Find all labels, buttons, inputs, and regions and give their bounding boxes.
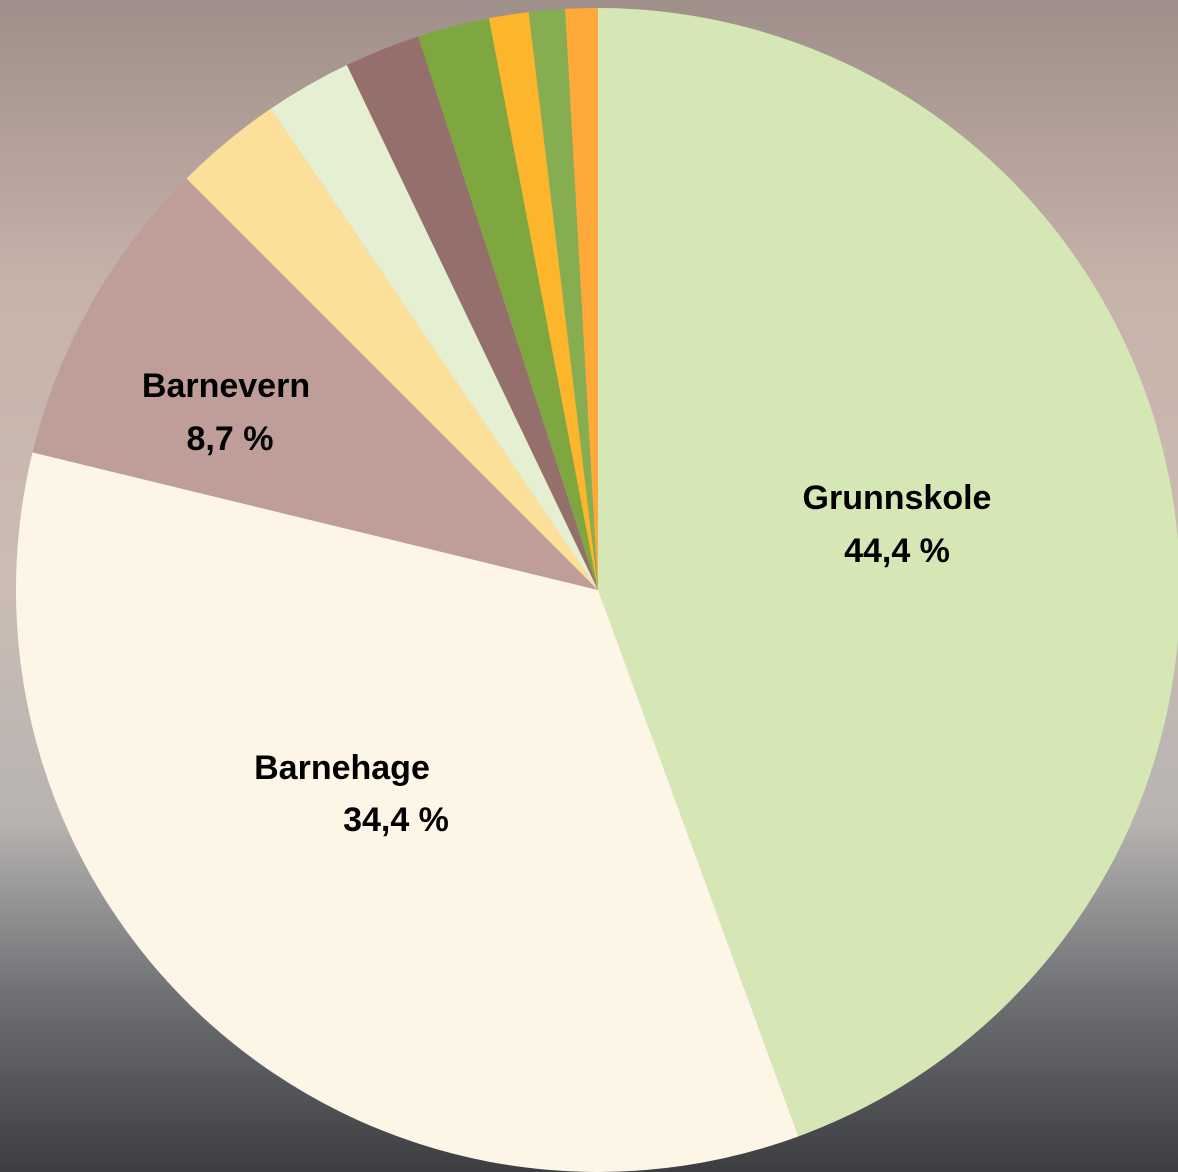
value-label: 34,4 % <box>343 801 449 839</box>
pie-slice <box>16 452 799 1172</box>
pie-slice <box>488 12 598 590</box>
pie-slice <box>598 8 1178 1137</box>
pie-slice <box>528 8 598 590</box>
pie-slice <box>186 108 598 591</box>
slice-label: Barnehage <box>254 749 430 787</box>
slice-label: Grunnskole <box>803 479 992 517</box>
slice-label: Barnevern <box>142 367 310 405</box>
pie-slice <box>270 64 598 591</box>
pie-slice <box>418 18 598 590</box>
value-label: 44,4 % <box>844 532 950 570</box>
pie-slice <box>565 8 598 590</box>
value-label: 8,7 % <box>187 420 274 458</box>
pie-slice <box>32 178 599 590</box>
pie-slice <box>346 36 598 590</box>
